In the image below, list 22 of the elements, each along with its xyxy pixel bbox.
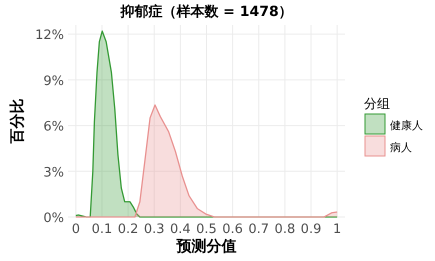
legend-label: 病人: [390, 141, 412, 154]
x-tick-label: 1: [333, 222, 342, 237]
x-tick-label: 0.8: [274, 222, 296, 237]
legend-label: 健康人: [390, 119, 423, 132]
chart-title: 抑郁症（样本数 = 1478）: [119, 3, 293, 20]
y-tick-label: 3%: [43, 165, 64, 180]
y-tick-label: 6%: [43, 120, 64, 135]
x-tick-label: 0: [72, 222, 80, 237]
x-tick-label: 0.9: [300, 222, 322, 237]
x-tick-label: 0.1: [92, 222, 112, 237]
y-tick-label: 0%: [43, 211, 64, 226]
x-tick-label: 0.7: [248, 222, 270, 237]
x-axis-title: 预测分值: [176, 237, 236, 255]
x-tick-label: 0.4: [170, 222, 191, 237]
y-tick-label: 12%: [35, 28, 64, 44]
legend-title: 分组: [364, 97, 390, 112]
x-tick-label: 0.2: [118, 222, 138, 237]
y-tick-label: 9%: [43, 74, 64, 89]
x-tick-label: 0.6: [222, 222, 243, 237]
x-tick-label: 0.5: [196, 222, 217, 237]
x-tick-label: 0.3: [144, 222, 165, 237]
y-axis-title: 百分比: [8, 98, 26, 144]
